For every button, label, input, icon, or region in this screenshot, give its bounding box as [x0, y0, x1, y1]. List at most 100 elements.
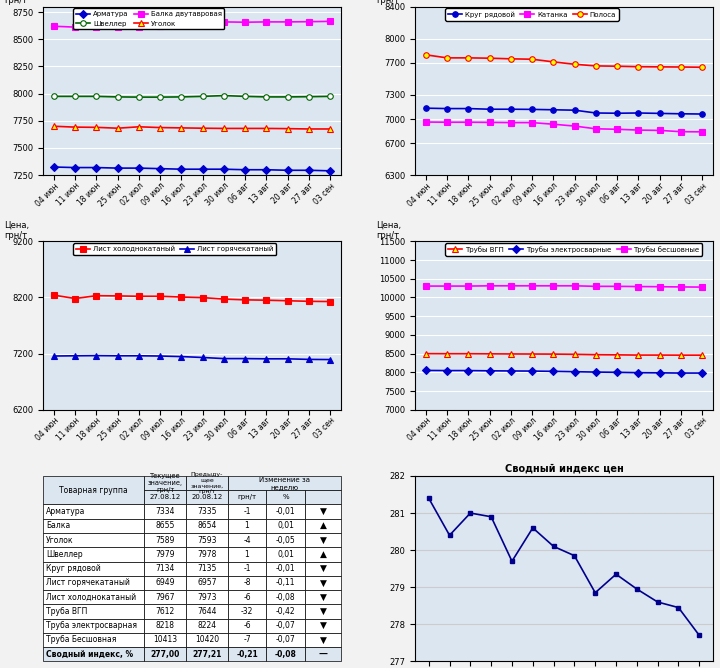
Legend: Лист холоднокатаный, Лист горячекатаный: Лист холоднокатаный, Лист горячекатаный — [73, 243, 276, 255]
FancyBboxPatch shape — [186, 476, 228, 490]
Text: 7978: 7978 — [197, 550, 217, 559]
FancyBboxPatch shape — [145, 533, 186, 547]
FancyBboxPatch shape — [186, 590, 228, 605]
Text: 7335: 7335 — [197, 507, 217, 516]
FancyBboxPatch shape — [228, 476, 341, 490]
Text: 0,01: 0,01 — [277, 550, 294, 559]
FancyBboxPatch shape — [186, 605, 228, 619]
FancyBboxPatch shape — [186, 533, 228, 547]
FancyBboxPatch shape — [186, 490, 228, 504]
FancyBboxPatch shape — [43, 633, 145, 647]
Text: грн/т: грн/т — [238, 494, 256, 500]
FancyBboxPatch shape — [305, 519, 341, 533]
FancyBboxPatch shape — [145, 504, 186, 519]
FancyBboxPatch shape — [266, 533, 305, 547]
FancyBboxPatch shape — [305, 562, 341, 576]
Text: ▲: ▲ — [320, 550, 326, 559]
FancyBboxPatch shape — [228, 519, 266, 533]
Text: -0,42: -0,42 — [276, 607, 295, 616]
FancyBboxPatch shape — [228, 619, 266, 633]
Text: Труба электросварная: Труба электросварная — [46, 621, 138, 630]
Text: -0,01: -0,01 — [276, 564, 295, 573]
Text: Сводный индекс, %: Сводный индекс, % — [46, 650, 133, 659]
FancyBboxPatch shape — [228, 590, 266, 605]
Text: -0,08: -0,08 — [276, 593, 295, 602]
Text: -7: -7 — [243, 635, 251, 645]
FancyBboxPatch shape — [43, 547, 145, 562]
FancyBboxPatch shape — [266, 647, 305, 661]
Text: ▼: ▼ — [320, 635, 326, 645]
FancyBboxPatch shape — [186, 647, 228, 661]
Text: 6949: 6949 — [156, 578, 175, 587]
FancyBboxPatch shape — [145, 519, 186, 533]
FancyBboxPatch shape — [228, 490, 266, 504]
Text: 20.08.12: 20.08.12 — [192, 494, 222, 500]
FancyBboxPatch shape — [266, 519, 305, 533]
FancyBboxPatch shape — [145, 619, 186, 633]
FancyBboxPatch shape — [145, 576, 186, 590]
Text: Предыду-
щее
значение,
грн/т: Предыду- щее значение, грн/т — [190, 472, 223, 494]
FancyBboxPatch shape — [228, 647, 266, 661]
FancyBboxPatch shape — [228, 633, 266, 647]
FancyBboxPatch shape — [228, 547, 266, 562]
Text: 6957: 6957 — [197, 578, 217, 587]
Legend: Трубы ВГП, Трубы электросварные, Трубы бесшовные: Трубы ВГП, Трубы электросварные, Трубы б… — [446, 243, 703, 255]
FancyBboxPatch shape — [266, 590, 305, 605]
Text: Текущее
значение,
грн/т: Текущее значение, грн/т — [148, 473, 183, 493]
FancyBboxPatch shape — [43, 519, 145, 533]
Text: 27.08.12: 27.08.12 — [150, 494, 181, 500]
Text: 7334: 7334 — [156, 507, 175, 516]
Text: ▼: ▼ — [320, 578, 326, 587]
Text: 7979: 7979 — [156, 550, 175, 559]
FancyBboxPatch shape — [266, 633, 305, 647]
FancyBboxPatch shape — [266, 490, 305, 504]
FancyBboxPatch shape — [43, 533, 145, 547]
Text: ▼: ▼ — [320, 507, 326, 516]
Text: Труба Бесшовная: Труба Бесшовная — [46, 635, 117, 645]
Text: 0,01: 0,01 — [277, 522, 294, 530]
FancyBboxPatch shape — [43, 605, 145, 619]
FancyBboxPatch shape — [266, 605, 305, 619]
FancyBboxPatch shape — [266, 562, 305, 576]
FancyBboxPatch shape — [305, 619, 341, 633]
Text: -0,08: -0,08 — [275, 650, 297, 659]
Text: -1: -1 — [243, 564, 251, 573]
FancyBboxPatch shape — [305, 547, 341, 562]
FancyBboxPatch shape — [266, 576, 305, 590]
Text: 1: 1 — [245, 550, 249, 559]
Text: Швеллер: Швеллер — [46, 550, 83, 559]
Text: Круг рядовой: Круг рядовой — [46, 564, 101, 573]
Text: 7593: 7593 — [197, 536, 217, 544]
Text: 7973: 7973 — [197, 593, 217, 602]
Text: Лист холоднокатаный: Лист холоднокатаный — [46, 593, 136, 602]
FancyBboxPatch shape — [266, 504, 305, 519]
Text: —: — — [318, 650, 328, 659]
Text: Товарная группа: Товарная группа — [60, 486, 128, 495]
Text: -6: -6 — [243, 593, 251, 602]
FancyBboxPatch shape — [228, 562, 266, 576]
FancyBboxPatch shape — [186, 547, 228, 562]
Text: Арматура: Арматура — [46, 507, 86, 516]
FancyBboxPatch shape — [305, 590, 341, 605]
Text: 7134: 7134 — [156, 564, 175, 573]
Text: -6: -6 — [243, 621, 251, 630]
FancyBboxPatch shape — [145, 590, 186, 605]
Text: 277,21: 277,21 — [192, 650, 222, 659]
FancyBboxPatch shape — [186, 504, 228, 519]
Text: Цена,
грн/т: Цена, грн/т — [377, 220, 402, 240]
FancyBboxPatch shape — [305, 647, 341, 661]
FancyBboxPatch shape — [145, 547, 186, 562]
Text: -32: -32 — [241, 607, 253, 616]
FancyBboxPatch shape — [228, 576, 266, 590]
Legend: Арматура, Швеллер, Балка двутавровая, Уголок: Арматура, Швеллер, Балка двутавровая, Уг… — [73, 9, 225, 29]
Text: ▼: ▼ — [320, 607, 326, 616]
Text: -1: -1 — [243, 507, 251, 516]
Text: 7612: 7612 — [156, 607, 175, 616]
Text: 8224: 8224 — [197, 621, 217, 630]
Text: 10420: 10420 — [195, 635, 219, 645]
Text: Балка: Балка — [46, 522, 71, 530]
Text: -0,07: -0,07 — [276, 621, 296, 630]
Text: ▼: ▼ — [320, 536, 326, 544]
Text: 7135: 7135 — [197, 564, 217, 573]
FancyBboxPatch shape — [305, 605, 341, 619]
